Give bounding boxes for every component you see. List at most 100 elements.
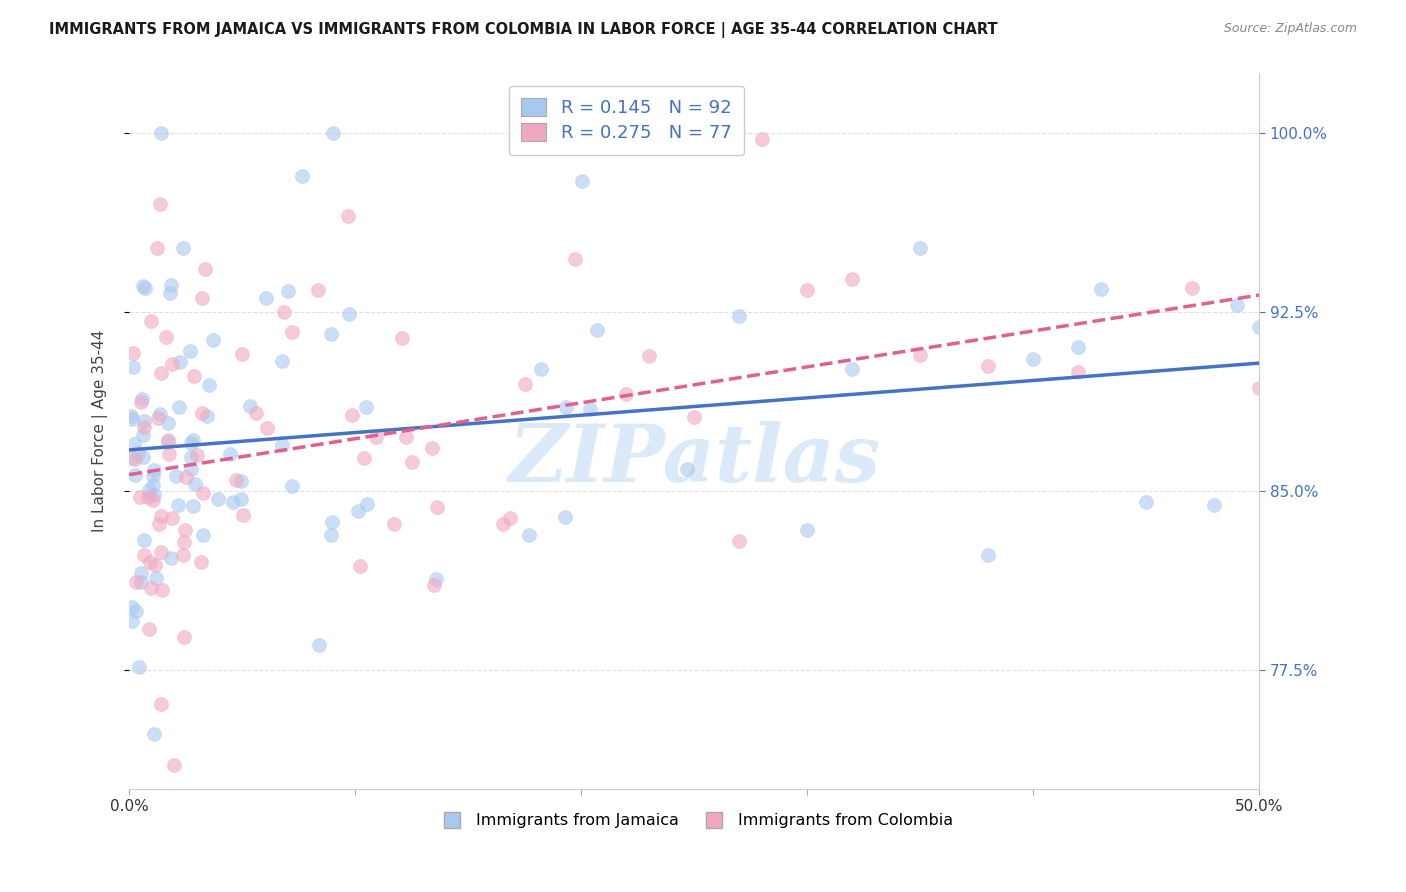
Point [132, 420, 155, 434]
Point [675, 461, 697, 475]
Point [683, 409, 706, 424]
Point [143, 463, 166, 477]
Point [571, 174, 593, 188]
Point [321, 515, 343, 529]
Point [841, 272, 863, 286]
Point [121, 599, 143, 614]
Point [977, 359, 1000, 373]
Point [420, 442, 443, 456]
Point [145, 571, 167, 585]
Point [150, 697, 173, 711]
Point [225, 473, 247, 487]
Point [254, 291, 277, 305]
Point [1090, 282, 1112, 296]
Point [132, 548, 155, 562]
Point [180, 462, 202, 476]
Point [796, 523, 818, 537]
Point [530, 362, 553, 376]
Point [239, 399, 262, 413]
Point [201, 333, 224, 347]
Point [138, 483, 160, 497]
Point [191, 485, 214, 500]
Point [157, 417, 180, 431]
Point [191, 291, 214, 305]
Point [174, 523, 197, 537]
Point [173, 535, 195, 549]
Point [124, 467, 146, 482]
Point [291, 169, 314, 183]
Point [231, 347, 253, 361]
Point [426, 500, 449, 514]
Point [121, 451, 143, 466]
Point [356, 497, 378, 511]
Point [146, 411, 169, 425]
Point [121, 346, 143, 360]
Point [910, 348, 932, 362]
Point [616, 387, 638, 401]
Point [322, 126, 344, 140]
Point [796, 283, 818, 297]
Point [1067, 365, 1090, 379]
Point [751, 131, 773, 145]
Point [395, 430, 418, 444]
Point [342, 408, 364, 422]
Point [132, 414, 155, 428]
Point [499, 510, 522, 524]
Point [179, 344, 201, 359]
Point [319, 326, 342, 341]
Point [231, 492, 253, 507]
Point [1067, 340, 1090, 354]
Point [172, 241, 194, 255]
Point [169, 355, 191, 369]
Point [186, 448, 208, 462]
Point [492, 517, 515, 532]
Point [207, 491, 229, 506]
Point [134, 533, 156, 548]
Point [346, 504, 368, 518]
Point [160, 550, 183, 565]
Point [132, 428, 155, 442]
Point [167, 498, 190, 512]
Point [190, 555, 212, 569]
Point [222, 494, 245, 508]
Point [281, 479, 304, 493]
Point [728, 533, 751, 548]
Point [138, 622, 160, 636]
Point [142, 493, 165, 508]
Point [167, 400, 190, 414]
Point [841, 362, 863, 376]
Point [245, 406, 267, 420]
Point [149, 126, 172, 140]
Point [1249, 381, 1271, 395]
Point [180, 436, 202, 450]
Point [124, 451, 146, 466]
Point [120, 409, 142, 423]
Point [180, 450, 202, 465]
Point [125, 575, 148, 590]
Text: ZIPatlas: ZIPatlas [508, 421, 880, 499]
Point [129, 490, 152, 504]
Point [149, 407, 172, 421]
Point [1226, 298, 1249, 312]
Text: Source: ZipAtlas.com: Source: ZipAtlas.com [1223, 22, 1357, 36]
Point [132, 450, 155, 465]
Point [554, 401, 576, 415]
Point [391, 331, 413, 345]
Point [148, 517, 170, 532]
Point [190, 406, 212, 420]
Point [728, 309, 751, 323]
Point [638, 350, 661, 364]
Point [183, 368, 205, 383]
Point [157, 447, 180, 461]
Point [183, 433, 205, 447]
Point [142, 727, 165, 741]
Point [183, 476, 205, 491]
Point [977, 548, 1000, 562]
Point [364, 430, 387, 444]
Point [195, 409, 218, 424]
Point [1022, 351, 1045, 366]
Point [354, 400, 377, 414]
Point [1249, 320, 1271, 334]
Point [129, 575, 152, 590]
Point [517, 528, 540, 542]
